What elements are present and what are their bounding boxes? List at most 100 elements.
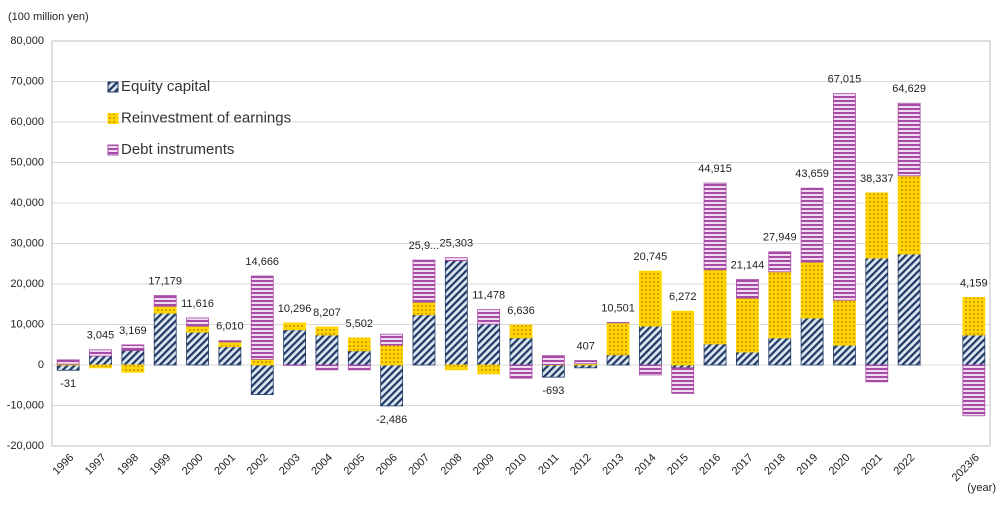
legend-label: Equity capital: [121, 78, 210, 95]
total-label: 3,045: [87, 330, 115, 342]
legend-swatch: [108, 114, 118, 124]
total-label: 10,296: [278, 303, 312, 315]
bar-segment: [251, 365, 273, 395]
x-tick-label: 2012: [568, 452, 594, 478]
y-tick-label: 50,000: [10, 156, 44, 168]
bar-segment: [187, 332, 209, 365]
bar-segment: [866, 365, 888, 382]
bar-segment: [898, 254, 920, 365]
x-tick-label: 2018: [762, 452, 788, 478]
y-tick-label: 30,000: [10, 237, 44, 249]
legend-swatch: [108, 145, 118, 155]
bar-segment: [381, 345, 403, 365]
y-tick-label: -10,000: [7, 399, 44, 411]
bar-segment: [251, 359, 273, 365]
x-tick-label: 2017: [730, 452, 756, 478]
bar-segment: [833, 345, 855, 365]
x-tick-label: 2010: [503, 452, 529, 478]
x-tick-label: 2001: [212, 452, 238, 478]
y-tick-label: 60,000: [10, 116, 44, 128]
y-tick-label: 70,000: [10, 75, 44, 87]
x-tick-label: 2021: [859, 452, 885, 478]
total-label: 3,169: [119, 325, 147, 337]
total-label: 11,616: [181, 298, 214, 310]
bar-segment: [348, 338, 370, 351]
bar-segment: [510, 325, 532, 338]
bar-segment: [704, 344, 726, 365]
total-label: 44,915: [698, 163, 732, 175]
total-label: 6,636: [507, 305, 535, 317]
bar-segment: [348, 351, 370, 365]
bar-segment: [381, 334, 403, 345]
x-tick-label: 1996: [51, 452, 77, 478]
bar-segment: [445, 365, 467, 370]
bar-segment: [575, 365, 597, 368]
bar-segment: [575, 361, 597, 364]
bar-segment: [316, 365, 338, 370]
bar-segment: [413, 315, 435, 365]
bar-segment: [672, 311, 694, 365]
bar-segment: [704, 270, 726, 344]
x-tick-label: 1999: [148, 452, 174, 478]
total-label: 10,501: [601, 302, 635, 314]
total-label: 8,207: [313, 307, 341, 319]
x-tick-label: 2008: [439, 452, 465, 478]
total-label: 67,015: [828, 73, 862, 85]
bar-segment: [187, 326, 209, 332]
x-tick-label: 2002: [245, 452, 271, 478]
bar-segment: [381, 365, 403, 406]
x-tick-label: 2023/6: [950, 452, 982, 484]
bar-segment: [769, 338, 791, 365]
y-tick-label: -20,000: [7, 440, 44, 452]
x-tick-label: 2016: [697, 452, 723, 478]
total-label: 25,303: [439, 238, 473, 250]
bar-segment: [413, 260, 435, 302]
bar-segment: [607, 355, 629, 365]
total-label: 6,272: [669, 291, 697, 303]
bar-segment: [833, 94, 855, 301]
bar-segment: [57, 365, 79, 370]
bar-segment: [154, 306, 176, 313]
x-tick-label: 2004: [309, 452, 335, 478]
bar-segment: [866, 193, 888, 258]
total-label: 20,745: [634, 251, 668, 263]
bar-segment: [769, 272, 791, 338]
bar-segment: [284, 323, 306, 330]
bar-segment: [284, 330, 306, 365]
bar-segment: [672, 368, 694, 394]
bar-segment: [122, 345, 144, 351]
legend-label: Debt instruments: [121, 141, 234, 158]
bar-segment: [445, 261, 467, 365]
bar-segment: [963, 297, 985, 335]
total-label: 4,159: [960, 277, 988, 289]
bar-segment: [154, 295, 176, 306]
total-label: 43,659: [795, 168, 829, 180]
x-tick-label: 2022: [892, 452, 918, 478]
bar-segment: [478, 310, 500, 324]
bar-segment: [769, 252, 791, 272]
bar-segment: [639, 326, 661, 365]
bar-segment: [57, 360, 79, 364]
bar-segment: [704, 183, 726, 270]
bar-segment: [898, 103, 920, 176]
bar-segment: [154, 313, 176, 365]
x-tick-label: 1997: [83, 452, 109, 478]
y-tick-label: 80,000: [10, 35, 44, 47]
bar-segment: [478, 324, 500, 365]
bar-segment: [348, 365, 370, 370]
bar-segment: [801, 262, 823, 318]
x-tick-label: 1998: [115, 452, 141, 478]
bar-segment: [219, 341, 241, 342]
bar-segment: [898, 176, 920, 254]
total-label: 38,337: [860, 173, 894, 185]
total-label: -2,486: [376, 414, 407, 426]
bar-segment: [219, 347, 241, 365]
bar-segment: [736, 352, 758, 365]
x-tick-label: 2015: [665, 452, 691, 478]
total-label: -31: [60, 378, 76, 390]
bar-segment: [866, 258, 888, 365]
bar-segment: [963, 365, 985, 416]
bar-segment: [639, 365, 661, 375]
bar-segment: [510, 365, 532, 378]
